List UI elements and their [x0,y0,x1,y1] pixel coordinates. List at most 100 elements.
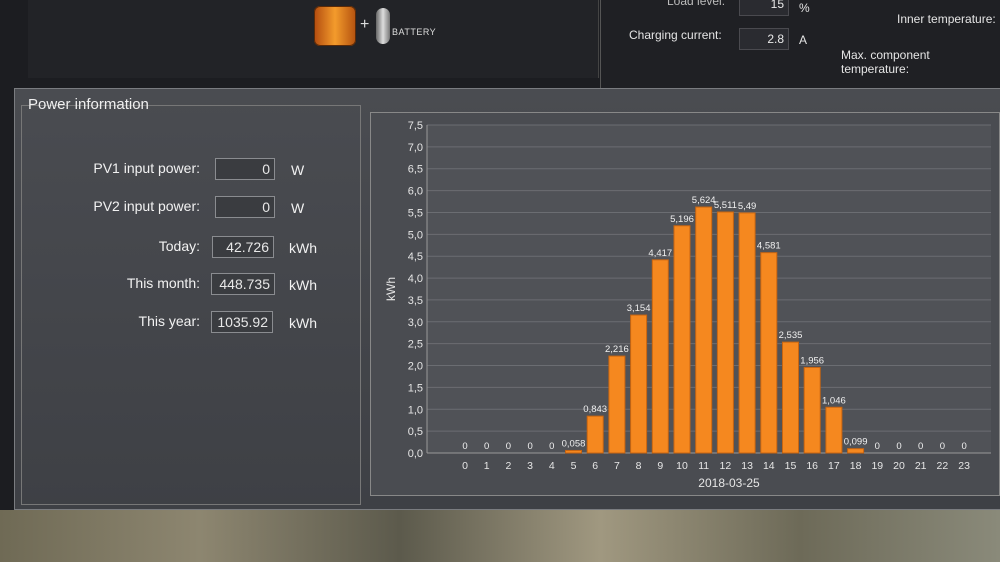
y-tick-label: 6,5 [408,164,423,176]
bar [738,212,756,454]
inner-temperature-label: Inner temperature: [897,12,996,26]
x-tick-label: 6 [592,460,598,472]
battery-label: BATTERY [392,27,437,37]
x-tick-label: 0 [462,460,468,472]
y-tick-label: 3,5 [408,295,423,307]
y-tick-label: 7,0 [408,142,423,154]
bar-value-label: 5,624 [692,195,716,206]
bar-value-label: 0 [961,441,966,452]
power-row-label: This year: [138,313,200,329]
y-tick-label: 7,5 [408,120,423,132]
charging-current-unit: A [799,33,808,47]
bar-value-label: 1,956 [800,355,824,366]
x-tick-label: 22 [937,460,949,472]
power-row-value: 1035.92 [211,311,273,333]
power-row-value: 0 [215,158,275,180]
power-row-value: 448.735 [211,273,275,295]
x-axis-label: 2018-03-25 [698,476,760,490]
x-tick-label: 8 [636,460,642,472]
bar-value-label: 0 [896,441,901,452]
bar [673,225,691,454]
y-tick-label: 6,0 [408,186,423,198]
bar-value-label: 4,417 [648,248,672,259]
bar [630,314,648,454]
power-information-fields [21,105,361,505]
bar [695,206,713,454]
bar-value-label: 2,535 [779,330,803,341]
power-row-label: PV1 input power: [93,160,200,176]
bar-value-label: 0 [527,441,532,452]
bar [608,355,626,454]
y-tick-label: 3,0 [408,317,423,329]
x-tick-label: 7 [614,460,620,472]
bar-value-label: 3,154 [627,303,651,314]
x-tick-label: 11 [698,460,709,472]
power-row-unit: W [291,162,305,178]
x-tick-label: 16 [806,460,818,472]
charging-current-label: Charging current: [629,28,722,42]
bar-value-label: 0,058 [562,438,586,449]
power-row-unit: kWh [289,315,317,331]
bar-value-label: 4,581 [757,241,781,252]
bar-value-label: 5,49 [738,201,757,212]
y-tick-label: 0,5 [408,426,423,438]
x-tick-label: 14 [763,460,775,472]
chart-svg: 0,0 0,5 1,0 1,5 2,0 2,5 3,0 3,5 4,0 4,5 5,0 5,5 6,0 6… [384,120,991,490]
y-tick-label: 5,0 [408,229,423,241]
charging-current-value: 2.8 [739,28,789,50]
battery-status-panel: + BATTERY [28,0,599,78]
x-tick-label: 3 [527,460,533,472]
x-tick-label: 13 [741,460,753,472]
battery-terminal-icon [376,8,390,44]
y-tick-label: 5,5 [408,207,423,219]
panel-title: Power information [28,96,149,113]
x-tick-label: 23 [958,460,970,472]
bar-value-label: 0 [918,441,923,452]
x-tick-label: 4 [549,460,555,472]
x-tick-label: 20 [893,460,905,472]
bar [825,406,843,454]
y-tick-label: 1,0 [408,404,423,416]
x-tick-label: 15 [785,460,797,472]
bar [565,449,582,454]
bar [803,366,821,454]
power-row-value: 42.726 [212,236,274,258]
bar-value-label: 5,511 [714,200,737,211]
power-row-unit: kWh [289,240,317,256]
load-level-label: Load level: [667,0,726,8]
bar [716,211,734,454]
x-tick-label: 9 [657,460,663,472]
power-row-value: 0 [215,196,275,218]
x-tick-label: 12 [720,460,732,472]
x-tick-label: 18 [850,460,862,472]
bar-value-label: 0 [940,441,945,452]
x-tick-label: 2 [505,460,511,472]
max-component-temperature-label: Max. component temperature: [841,48,930,76]
background-photo [0,510,1000,562]
load-level-unit: % [799,1,810,15]
bar [586,415,604,454]
bar [782,341,799,454]
bar-value-label: 1,046 [822,395,846,406]
bar-value-label: 2,216 [605,344,629,355]
x-tick-label: 19 [871,460,883,472]
plus-icon: + [360,16,370,33]
y-axis-label: kWh [384,277,398,301]
y-tick-label: 4,0 [408,273,423,285]
power-row-label: This month: [126,275,200,291]
bar-value-label: 0 [549,441,554,452]
bar-value-label: 5,196 [670,214,694,225]
bar-value-label: 0 [875,441,880,452]
bar-value-label: 0 [506,441,511,452]
bar [651,259,669,454]
bar [760,252,778,454]
x-tick-label: 17 [828,460,840,472]
bar-value-label: 0 [462,441,467,452]
x-tick-label: 10 [676,460,688,472]
power-row-unit: kWh [289,277,317,293]
hourly-energy-chart: 0,0 0,5 1,0 1,5 2,0 2,5 3,0 3,5 4,0 4,5 5,0 5,5 6,0 6… [370,112,1000,496]
y-tick-label: 4,5 [408,251,423,263]
power-row-label: PV2 input power: [93,198,200,214]
y-tick-label: 1,5 [408,382,423,394]
bar-value-label: 0,843 [583,404,607,415]
